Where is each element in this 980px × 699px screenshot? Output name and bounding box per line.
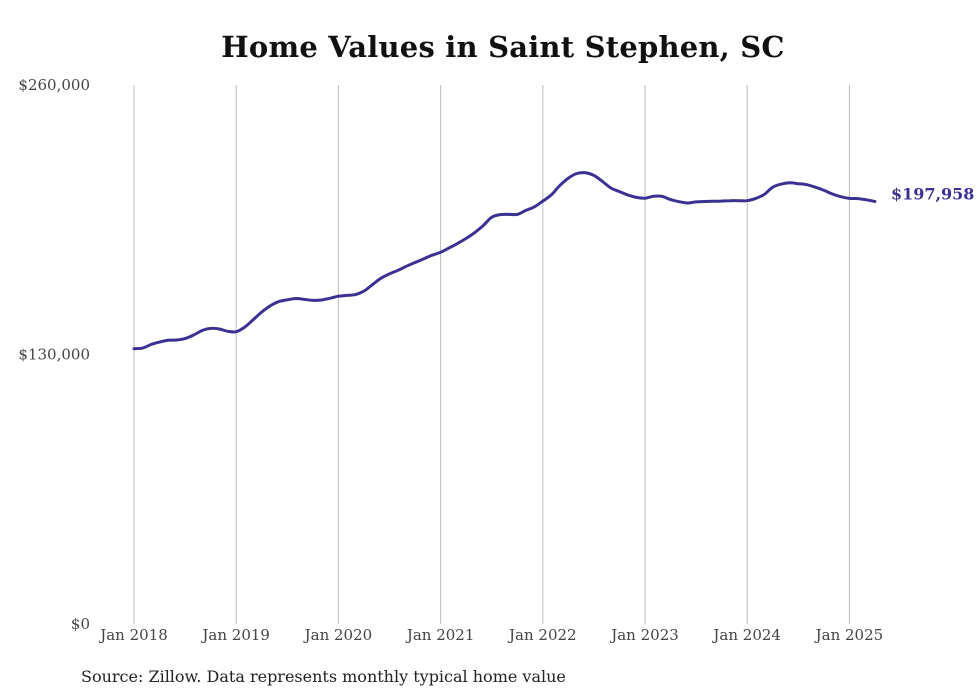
x-tick-label: Jan 2025	[814, 626, 884, 644]
gridlines	[133, 85, 850, 624]
y-axis-tick-labels: $0 $130,000 $260,000	[18, 76, 90, 633]
x-tick-label: Jan 2021	[405, 626, 475, 644]
x-tick-label: Jan 2018	[98, 626, 168, 644]
y-tick-label: $130,000	[18, 346, 90, 364]
y-tick-label: $260,000	[18, 76, 90, 94]
chart-title: Home Values in Saint Stephen, SC	[221, 30, 785, 64]
series-line	[132, 171, 877, 351]
x-tick-label: Jan 2019	[200, 626, 270, 644]
x-tick-label: Jan 2024	[711, 626, 781, 644]
series-layer	[132, 171, 877, 351]
end-value-label: $197,958	[891, 185, 975, 204]
x-tick-label: Jan 2022	[507, 626, 577, 644]
end-label-layer: $197,958	[891, 185, 975, 204]
x-axis-tick-labels: Jan 2018 Jan 2019 Jan 2020 Jan 2021 Jan 2022…	[98, 626, 883, 644]
x-tick-label: Jan 2023	[609, 626, 679, 644]
y-tick-label: $0	[71, 615, 90, 633]
x-tick-label: Jan 2020	[303, 626, 373, 644]
source-note: Source: Zillow. Data represents monthly …	[81, 667, 566, 686]
